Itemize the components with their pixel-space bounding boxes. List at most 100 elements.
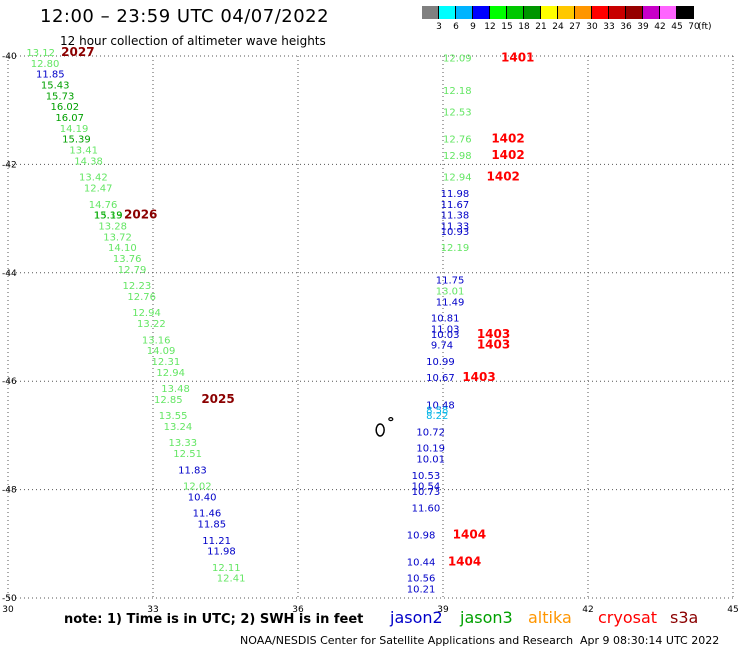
time-label: 1401 bbox=[501, 50, 534, 64]
wave-height-value: 13.42 bbox=[79, 173, 108, 184]
chart-title: 12:00 – 23:59 UTC 04/07/2022 bbox=[40, 6, 330, 27]
wave-height-value: 10.67 bbox=[426, 373, 455, 384]
time-label: 1403 bbox=[477, 338, 510, 352]
satellite-jason3: jason3 bbox=[460, 608, 513, 627]
wave-height-value: 13.33 bbox=[168, 438, 197, 449]
wave-height-value: 10.40 bbox=[188, 492, 217, 503]
wave-height-value: 11.21 bbox=[202, 536, 231, 547]
wave-height-value: 12.18 bbox=[443, 86, 472, 97]
wave-height-value: 13.55 bbox=[159, 411, 188, 422]
colorbar-swatch bbox=[643, 6, 660, 19]
wave-height-value: 12.41 bbox=[217, 574, 246, 585]
wave-height-value: 13.24 bbox=[164, 422, 193, 433]
wave-height-value: 12.98 bbox=[443, 151, 472, 162]
y-tick-label: -42 bbox=[2, 160, 17, 170]
wave-height-value: 12.47 bbox=[84, 184, 113, 195]
chart-subtitle: 12 hour collection of altimeter wave hei… bbox=[60, 34, 326, 48]
y-tick-label: -48 bbox=[2, 486, 17, 496]
colorbar-swatch bbox=[626, 6, 643, 19]
colorbar-tick: 9 bbox=[470, 22, 476, 32]
wave-height-value: 11.83 bbox=[178, 465, 207, 476]
wave-height-value: 12.11 bbox=[212, 563, 241, 574]
wave-height-value: 12.51 bbox=[173, 449, 202, 460]
wave-height-value: 10.81 bbox=[431, 314, 460, 325]
wave-height-value: 10.99 bbox=[426, 357, 455, 368]
time-label: 1404 bbox=[448, 554, 481, 568]
wave-height-value: 13.16 bbox=[142, 335, 171, 346]
colorbar-tick: 6 bbox=[453, 22, 459, 32]
wave-height-value: 11.75 bbox=[436, 276, 465, 287]
wave-height-value: 14.38 bbox=[74, 156, 103, 167]
wave-height-value: 12.76 bbox=[127, 292, 156, 303]
wave-height-value: 11.85 bbox=[197, 520, 226, 531]
time-label: 1404 bbox=[453, 527, 486, 541]
wave-height-value: 8.22 bbox=[426, 411, 448, 422]
satellite-cryosat: cryosat bbox=[598, 608, 658, 627]
wave-height-value: 12.80 bbox=[31, 59, 60, 70]
colorbar-swatch bbox=[507, 6, 524, 19]
colorbar-tick: 42 bbox=[654, 22, 666, 32]
x-tick-label: 42 bbox=[582, 605, 593, 615]
colorbar-tick: 27 bbox=[569, 22, 581, 32]
x-tick-label: 33 bbox=[147, 605, 158, 615]
wave-height-value: 13.48 bbox=[161, 384, 190, 395]
wave-height-value: 13.76 bbox=[113, 254, 142, 265]
wave-height-value: 10.44 bbox=[407, 557, 436, 568]
wave-height-value: 10.56 bbox=[407, 574, 436, 585]
wave-height-value: 12.09 bbox=[443, 53, 472, 64]
colorbar-swatch bbox=[609, 6, 626, 19]
wave-height-value: 16.07 bbox=[55, 113, 84, 124]
time-label: 2025 bbox=[201, 392, 234, 406]
colorbar-tick: 21 bbox=[535, 22, 547, 32]
wave-height-value: 14.19 bbox=[60, 124, 89, 135]
wave-height-value: 12.19 bbox=[441, 243, 470, 254]
wave-height-value: 11.67 bbox=[441, 200, 470, 211]
wave-height-value: 10.54 bbox=[412, 482, 441, 493]
wave-height-value: 14.09 bbox=[147, 346, 176, 357]
colorbar-tick: 3 bbox=[436, 22, 442, 32]
x-tick-label: 39 bbox=[437, 605, 449, 615]
x-tick-label: 45 bbox=[727, 605, 738, 615]
wave-height-value: 14.76 bbox=[89, 200, 118, 211]
wave-height-value: 16.02 bbox=[51, 102, 80, 113]
wave-height-value: 10.98 bbox=[407, 530, 436, 541]
wave-height-value: 15.39 bbox=[62, 135, 91, 146]
colorbar-swatch bbox=[660, 6, 677, 19]
wave-height-value: 12.94 bbox=[156, 368, 185, 379]
colorbar-tick: 45 bbox=[671, 22, 683, 32]
wave-height-value: 10.48 bbox=[426, 400, 455, 411]
wave-height-value: 13.28 bbox=[98, 221, 127, 232]
wave-height-value: 10.72 bbox=[416, 427, 445, 438]
colorbar-swatch bbox=[473, 6, 490, 19]
colorbar-swatch bbox=[490, 6, 507, 19]
timestamp-text: Apr 9 08:30:14 UTC 2022 bbox=[580, 634, 720, 647]
wave-height-value: 8.58 bbox=[426, 406, 448, 417]
colorbar-swatch bbox=[456, 6, 473, 19]
colorbar-swatch bbox=[422, 6, 439, 19]
colorbar-swatch bbox=[541, 6, 558, 19]
credit-text: NOAA/NESDIS Center for Satellite Applica… bbox=[240, 634, 574, 647]
wave-height-value: 9.74 bbox=[431, 341, 453, 352]
wave-height-value: 15.19 bbox=[94, 211, 123, 222]
satellite-jason2: jason2 bbox=[390, 608, 443, 627]
colorbar-tick: 70 bbox=[688, 22, 700, 32]
wave-height-value: 11.98 bbox=[441, 189, 470, 200]
time-label: 2026 bbox=[124, 208, 157, 222]
wave-height-value: 10.93 bbox=[441, 227, 470, 238]
colorbar-unit: (ft) bbox=[698, 22, 712, 32]
wave-height-value: 12.94 bbox=[132, 308, 161, 319]
colorbar-swatch bbox=[592, 6, 609, 19]
colorbar-tick: 24 bbox=[552, 22, 564, 32]
wave-height-value: 13.41 bbox=[69, 146, 98, 157]
wave-height-value: 11.60 bbox=[412, 503, 441, 514]
y-tick-label: -40 bbox=[2, 52, 17, 62]
time-label: 1402 bbox=[491, 148, 524, 162]
x-tick-label: 36 bbox=[292, 605, 304, 615]
y-tick-label: -46 bbox=[2, 377, 17, 387]
colorbar-tick: 39 bbox=[637, 22, 649, 32]
colorbar-swatch bbox=[524, 6, 541, 19]
time-label: 2027 bbox=[61, 45, 94, 59]
colorbar-tick: 12 bbox=[484, 22, 496, 32]
wave-height-value: 14.10 bbox=[108, 243, 137, 254]
